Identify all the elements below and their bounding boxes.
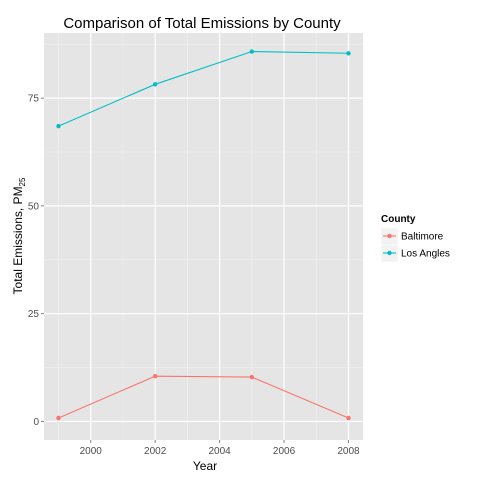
data-point [152, 82, 158, 87]
y-tick-label: 50 [28, 201, 40, 212]
legend-key-point [387, 250, 392, 256]
chart-title: Comparison of Total Emissions by County [63, 15, 341, 32]
major-grid [44, 33, 363, 440]
data-point [152, 373, 158, 379]
x-tick-label: 2004 [208, 446, 231, 457]
data-point [249, 374, 255, 380]
x-tick-label: 2000 [80, 446, 103, 457]
x-tick-label: 2008 [337, 446, 360, 457]
data-point [346, 51, 351, 56]
y-axis-title-group: Total Emissions, PM25 [11, 177, 27, 294]
x-axis: 2000 2002 2004 2006 2008 [80, 440, 360, 457]
plot-panel [44, 33, 363, 440]
data-point [346, 415, 351, 421]
data-point [249, 49, 255, 54]
y-tick-label: 75 [28, 94, 40, 105]
x-tick-label: 2006 [273, 446, 296, 457]
series-line [58, 375, 349, 419]
minor-grid [44, 33, 363, 440]
legend: County Baltimore Los Angles [380, 214, 450, 263]
y-tick-label: 25 [28, 309, 40, 320]
series-line [58, 50, 349, 127]
y-axis-title: Total Emissions, PM25 [11, 177, 27, 294]
x-tick-label: 2002 [144, 446, 167, 457]
legend-title: County [381, 214, 416, 225]
x-axis-title: Year [193, 459, 217, 473]
y-axis: 0 25 50 75 [28, 94, 44, 428]
y-tick-label: 0 [33, 417, 39, 428]
data-point [56, 123, 61, 129]
legend-label: Baltimore [401, 232, 444, 243]
data-point [56, 415, 61, 421]
legend-label: Los Angles [401, 249, 450, 260]
y-axis-title-main: Total Emissions, PM [11, 186, 25, 294]
y-axis-title-subscript: 25 [18, 177, 27, 186]
series-layer [56, 49, 351, 421]
legend-key-point [387, 233, 392, 239]
